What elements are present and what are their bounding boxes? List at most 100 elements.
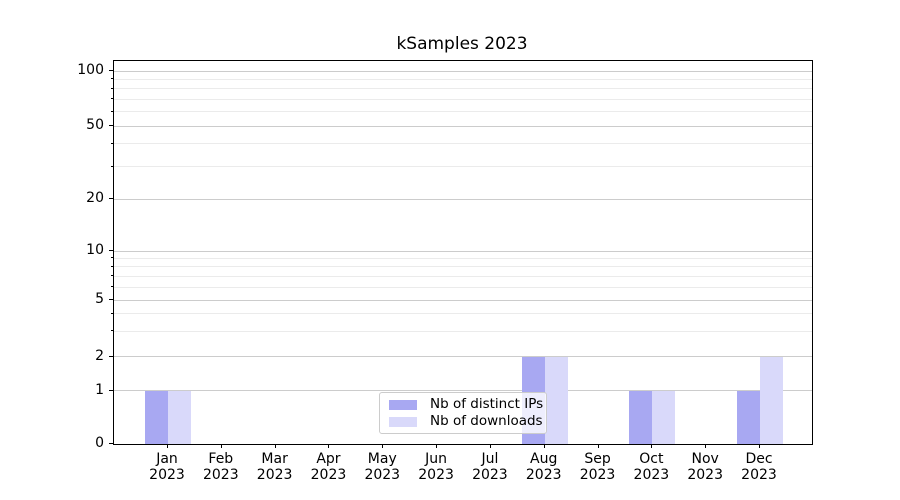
bar-downloads xyxy=(759,356,783,444)
y-minor-tick-mark xyxy=(111,98,113,100)
major-gridline xyxy=(114,299,812,301)
x-tick-month: Jul xyxy=(481,451,499,467)
y-tick-label: 0 xyxy=(95,435,104,451)
x-tick-month: Dec xyxy=(745,451,773,467)
y-tick-label: 2 xyxy=(95,347,104,364)
minor-gridline xyxy=(114,111,812,113)
y-tick-label: 50 xyxy=(86,117,104,133)
y-tick-mark xyxy=(109,389,113,391)
x-tick-month: Nov xyxy=(691,451,719,467)
x-tick-label: Mar 2023 xyxy=(239,451,311,483)
major-gridline xyxy=(114,356,812,357)
x-tick-label: Jun 2023 xyxy=(400,451,472,483)
x-tick-mark xyxy=(274,444,276,448)
legend-label-downloads: Nb of downloads xyxy=(430,413,543,429)
x-tick-year: 2023 xyxy=(633,467,670,483)
y-tick-label: 20 xyxy=(86,190,104,206)
y-tick-label: 5 xyxy=(95,291,104,307)
x-tick-year: 2023 xyxy=(256,467,293,483)
major-gridline xyxy=(114,250,812,252)
x-tick-year: 2023 xyxy=(579,467,616,483)
major-gridline xyxy=(114,198,812,200)
minor-gridline xyxy=(114,143,812,145)
y-tick-mark xyxy=(109,125,113,126)
y-minor-tick-mark xyxy=(111,165,113,167)
y-tick-mark xyxy=(109,355,113,357)
x-tick-month: Sep xyxy=(584,451,611,467)
minor-gridline xyxy=(114,166,812,168)
x-tick-month: Mar xyxy=(261,451,288,467)
major-gridline xyxy=(114,390,812,391)
x-tick-mark xyxy=(382,444,384,448)
bar-distinct-ips xyxy=(145,390,168,444)
x-tick-year: 2023 xyxy=(310,467,347,483)
bar-downloads xyxy=(652,390,676,444)
y-tick-mark xyxy=(109,250,113,251)
legend-item-distinct-ips: Nb of distinct IPs xyxy=(389,396,543,413)
x-tick-label: Dec 2023 xyxy=(723,451,795,483)
minor-gridline xyxy=(114,98,812,100)
y-minor-tick-mark xyxy=(111,312,113,314)
y-tick-label: 1 xyxy=(95,381,104,398)
y-tick-label: 10 xyxy=(86,242,104,258)
y-minor-tick-mark xyxy=(111,257,113,259)
x-tick-month: Jan xyxy=(156,451,178,467)
bar-downloads xyxy=(168,390,191,444)
y-minor-tick-mark xyxy=(111,110,113,112)
y-minor-tick-mark xyxy=(111,330,113,332)
x-tick-month: May xyxy=(367,451,397,467)
x-tick-label: Jan 2023 xyxy=(131,451,203,483)
x-tick-label: Feb 2023 xyxy=(185,451,257,483)
bar-downloads xyxy=(544,356,568,444)
x-tick-label: Nov 2023 xyxy=(669,451,741,483)
x-tick-mark xyxy=(705,444,707,448)
x-tick-year: 2023 xyxy=(364,467,401,483)
x-tick-mark xyxy=(436,444,438,448)
legend-item-downloads: Nb of downloads xyxy=(389,413,543,430)
x-tick-mark xyxy=(220,444,222,448)
legend: Nb of distinct IPs Nb of downloads xyxy=(379,392,547,434)
minor-gridline xyxy=(114,257,812,259)
x-tick-year: 2023 xyxy=(525,467,562,483)
legend-label-distinct-ips: Nb of distinct IPs xyxy=(430,396,544,412)
x-tick-mark xyxy=(167,444,168,448)
x-tick-month: Jun xyxy=(425,451,448,467)
y-minor-tick-mark xyxy=(111,87,113,89)
y-minor-tick-mark xyxy=(111,265,113,267)
x-tick-mark xyxy=(489,444,491,448)
minor-gridline xyxy=(114,275,812,277)
y-tick-mark xyxy=(109,443,113,444)
x-tick-year: 2023 xyxy=(202,467,239,483)
x-tick-year: 2023 xyxy=(472,467,508,483)
minor-gridline xyxy=(114,78,812,80)
x-tick-mark xyxy=(543,444,545,448)
x-tick-label: Apr 2023 xyxy=(292,451,364,483)
x-tick-mark xyxy=(597,444,599,448)
chart-title: kSamples 2023 xyxy=(396,34,528,54)
minor-gridline xyxy=(114,330,812,332)
x-tick-label: Oct 2023 xyxy=(615,451,687,483)
x-tick-mark xyxy=(328,444,330,448)
minor-gridline xyxy=(114,313,812,315)
major-gridline xyxy=(114,125,812,127)
y-tick-mark xyxy=(109,299,113,300)
x-tick-year: 2023 xyxy=(418,467,454,483)
legend-swatch-distinct-ips-icon xyxy=(389,399,417,410)
x-tick-year: 2023 xyxy=(741,467,777,483)
legend-swatch-downloads-icon xyxy=(389,416,417,427)
x-tick-mark xyxy=(758,444,760,448)
minor-gridline xyxy=(114,286,812,288)
major-gridline xyxy=(114,70,812,72)
x-tick-label: Sep 2023 xyxy=(562,451,634,483)
x-tick-mark xyxy=(651,444,653,448)
x-tick-year: 2023 xyxy=(687,467,723,483)
bar-distinct-ips xyxy=(736,390,760,444)
x-tick-label: Jul 2023 xyxy=(454,451,526,483)
bar-distinct-ips xyxy=(629,390,653,444)
y-minor-tick-mark xyxy=(111,275,113,277)
y-tick-label: 100 xyxy=(77,62,104,78)
x-tick-label: May 2023 xyxy=(346,451,418,483)
x-tick-month: Feb xyxy=(208,451,234,467)
x-tick-month: Oct xyxy=(639,451,664,467)
